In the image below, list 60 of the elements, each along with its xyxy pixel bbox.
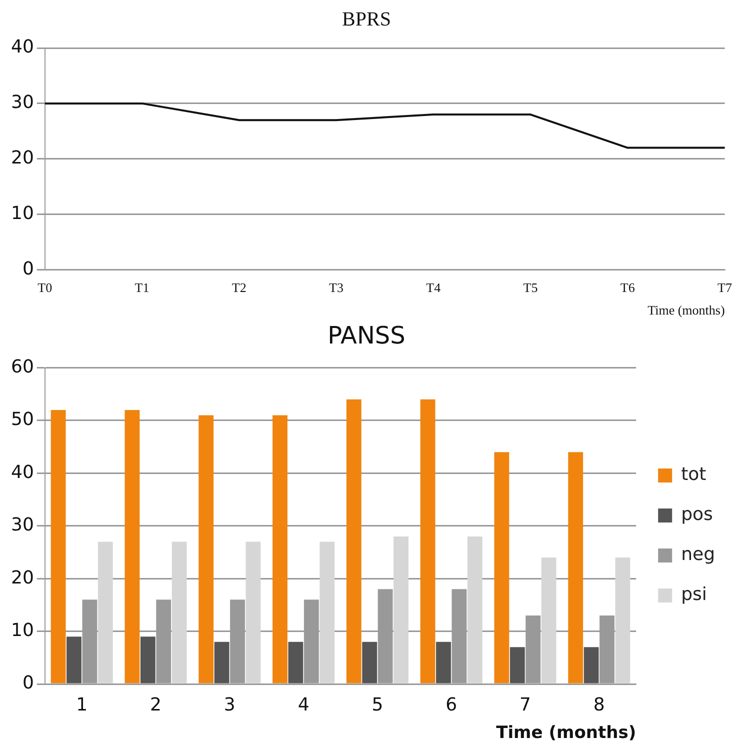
bar [50,410,66,684]
x-tick-label: 2 [150,694,162,716]
chart-title: BPRS [342,8,391,30]
x-tick-label: T3 [329,280,344,296]
bar [246,542,261,684]
legend-label: psi [681,584,707,606]
x-tick-label: T4 [426,280,442,296]
bar [272,415,288,684]
bar [124,410,140,684]
y-tick-label: 60 [11,356,34,378]
bar [615,558,630,684]
x-tick-label: T7 [718,280,732,296]
bar [198,415,214,684]
y-tick-label: 10 [11,620,34,641]
x-tick-label: T0 [38,280,52,296]
y-tick-label: 0 [22,672,34,694]
x-tick-label: 8 [593,694,605,716]
legend-label: tot [681,464,706,486]
bar [510,647,525,684]
x-tick-label: 1 [76,694,88,716]
x-tick-label: 4 [298,694,310,716]
bar [346,399,362,684]
y-tick-label: 20 [11,148,34,169]
bar [584,647,599,684]
y-tick-label: 40 [11,462,34,483]
x-tick-label: T1 [134,280,150,296]
bar [541,558,556,684]
x-tick-label: 7 [520,694,531,716]
bar [98,542,113,684]
bar [420,399,436,684]
y-tick-label: 50 [11,409,34,430]
x-tick-label: T5 [523,280,538,296]
bar [214,642,230,684]
bar [172,542,187,684]
y-tick-label: 30 [11,92,34,114]
legend-label: pos [681,504,713,526]
bar [436,642,451,684]
x-axis-title: Time (months) [496,723,636,744]
bar [288,642,304,684]
x-tick-label: 3 [224,694,236,716]
bar [320,542,335,684]
y-tick-label: 0 [22,258,34,280]
bar [66,636,82,684]
x-tick-label: 6 [446,694,458,716]
bar [494,452,510,684]
legend-label: neg [681,544,716,566]
y-tick-label: 20 [11,567,34,588]
bar [467,536,482,684]
x-axis-title: Time (months) [648,302,725,318]
y-tick-label: 10 [11,203,34,224]
x-tick-label: 5 [372,694,384,716]
x-tick-label: T2 [232,280,246,296]
bar [140,636,156,684]
bar [568,452,584,684]
y-tick-label: 30 [11,514,34,536]
x-tick-label: T6 [620,280,636,296]
chart-title: PANSS [328,322,406,350]
y-tick-label: 40 [11,36,34,58]
bar [362,642,378,684]
bar [394,536,408,684]
